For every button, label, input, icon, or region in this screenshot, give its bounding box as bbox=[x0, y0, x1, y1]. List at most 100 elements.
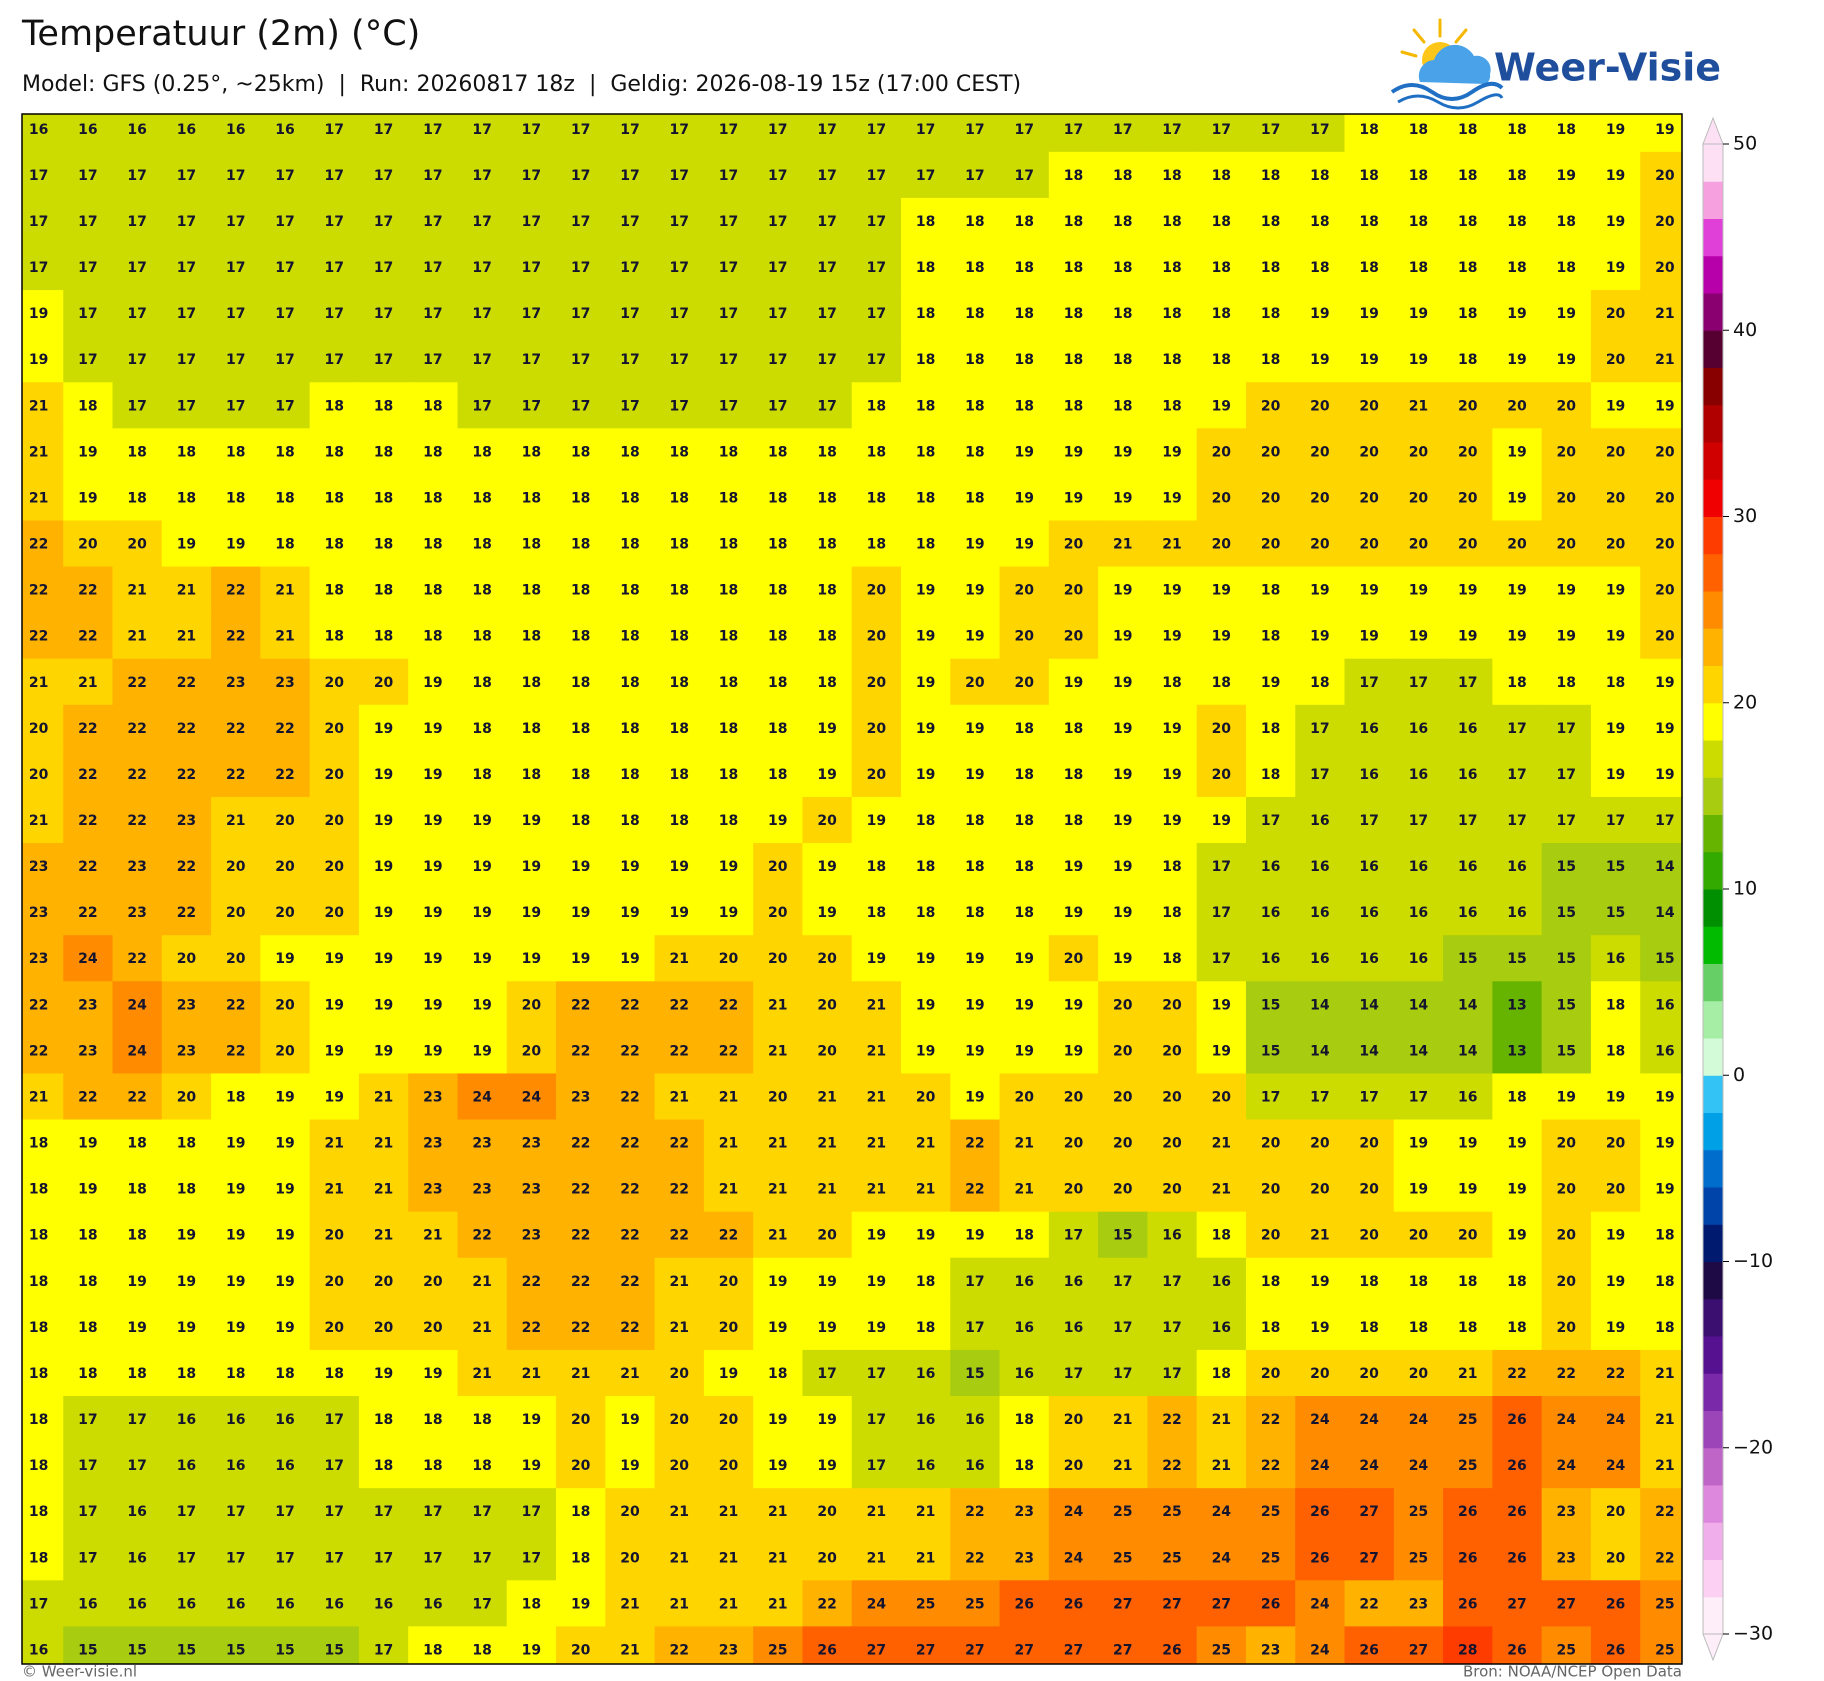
temperature-cell bbox=[112, 1488, 163, 1535]
temperature-cell bbox=[950, 1211, 1001, 1259]
temperature-cell bbox=[309, 981, 360, 1028]
temperature-value: 17 bbox=[423, 168, 442, 184]
temperature-value: 18 bbox=[275, 1366, 294, 1382]
temperature-cell bbox=[1245, 290, 1296, 337]
temperature-value: 18 bbox=[374, 537, 393, 553]
temperature-cell bbox=[802, 566, 853, 614]
temperature-cell bbox=[999, 566, 1050, 614]
temperature-value: 18 bbox=[620, 444, 639, 460]
temperature-value: 26 bbox=[1507, 1412, 1526, 1428]
temperature-cell bbox=[309, 1165, 360, 1213]
temperature-cell bbox=[1393, 612, 1444, 660]
colorbar-band bbox=[1703, 702, 1723, 741]
temperature-cell bbox=[556, 566, 606, 614]
temperature-cell bbox=[22, 935, 64, 982]
temperature-cell bbox=[605, 889, 656, 936]
temperature-cell bbox=[1590, 520, 1641, 568]
temperature-cell bbox=[605, 197, 656, 245]
temperature-value: 21 bbox=[1162, 537, 1181, 553]
temperature-value: 20 bbox=[1458, 398, 1478, 414]
temperature-value: 18 bbox=[275, 490, 294, 506]
temperature-value: 20 bbox=[817, 951, 837, 967]
temperature-cell bbox=[63, 935, 114, 982]
temperature-cell bbox=[1393, 1165, 1444, 1213]
temperature-value: 19 bbox=[1507, 1136, 1526, 1152]
temperature-cell bbox=[753, 981, 804, 1028]
temperature-value: 22 bbox=[78, 583, 97, 599]
temperature-value: 25 bbox=[1113, 1504, 1132, 1520]
colorbar-band bbox=[1703, 1336, 1723, 1374]
temperature-value: 16 bbox=[1409, 859, 1428, 875]
temperature-value: 18 bbox=[1212, 1228, 1231, 1244]
temperature-cell bbox=[1541, 843, 1592, 890]
temperature-value: 17 bbox=[1557, 767, 1576, 783]
temperature-value: 20 bbox=[1310, 537, 1330, 553]
temperature-value: 24 bbox=[1064, 1504, 1084, 1520]
temperature-value: 19 bbox=[275, 1320, 294, 1336]
temperature-cell bbox=[802, 197, 853, 245]
temperature-value: 21 bbox=[177, 583, 196, 599]
temperature-value: 16 bbox=[177, 1458, 196, 1474]
temperature-cell bbox=[556, 658, 606, 706]
temperature-value: 18 bbox=[522, 444, 541, 460]
temperature-value: 20 bbox=[1064, 1182, 1084, 1198]
temperature-value: 17 bbox=[719, 214, 738, 230]
temperature-value: 15 bbox=[1557, 905, 1576, 921]
colorbar-band bbox=[1703, 1187, 1723, 1225]
temperature-value: 20 bbox=[1507, 398, 1527, 414]
temperature-value: 21 bbox=[1212, 1458, 1231, 1474]
temperature-cell bbox=[506, 1257, 557, 1305]
temperature-value: 19 bbox=[817, 721, 836, 737]
temperature-cell bbox=[161, 114, 212, 153]
temperature-value: 22 bbox=[719, 1043, 738, 1059]
temperature-value: 21 bbox=[768, 997, 787, 1013]
temperature-cell bbox=[1295, 1349, 1346, 1397]
temperature-cell bbox=[1245, 382, 1296, 429]
temperature-value: 17 bbox=[1162, 1274, 1181, 1290]
temperature-cell bbox=[999, 1580, 1050, 1627]
temperature-cell bbox=[1541, 1488, 1592, 1535]
temperature-value: 21 bbox=[325, 1136, 344, 1152]
temperature-cell bbox=[63, 1534, 114, 1581]
temperature-value: 21 bbox=[472, 1366, 491, 1382]
temperature-cell bbox=[211, 428, 261, 475]
temperature-value: 19 bbox=[78, 1136, 97, 1152]
temperature-value: 27 bbox=[1359, 1550, 1378, 1566]
temperature-value: 19 bbox=[1310, 352, 1329, 368]
temperature-cell bbox=[1541, 244, 1592, 291]
temperature-value: 22 bbox=[817, 1596, 836, 1612]
colorbar-band bbox=[1703, 1522, 1723, 1560]
temperature-value: 15 bbox=[1606, 859, 1625, 875]
temperature-cell bbox=[1048, 474, 1099, 522]
temperature-value: 19 bbox=[1014, 997, 1033, 1013]
temperature-value: 17 bbox=[1507, 813, 1526, 829]
temperature-cell bbox=[1492, 1349, 1543, 1397]
temperature-value: 20 bbox=[1261, 537, 1281, 553]
temperature-value: 17 bbox=[571, 306, 590, 322]
temperature-cell bbox=[605, 336, 656, 383]
temperature-value: 18 bbox=[1014, 1412, 1033, 1428]
temperature-cell bbox=[703, 843, 754, 890]
temperature-cell bbox=[999, 843, 1050, 890]
temperature-cell bbox=[1541, 935, 1592, 982]
temperature-cell bbox=[260, 750, 311, 798]
temperature-cell bbox=[802, 796, 853, 844]
temperature-cell bbox=[112, 290, 163, 337]
temperature-cell bbox=[753, 1396, 804, 1443]
temperature-cell bbox=[22, 566, 64, 614]
temperature-value: 22 bbox=[669, 1228, 688, 1244]
temperature-value: 17 bbox=[127, 1412, 146, 1428]
temperature-cell bbox=[506, 1349, 557, 1397]
temperature-cell bbox=[22, 612, 64, 660]
temperature-cell bbox=[851, 382, 902, 429]
temperature-value: 21 bbox=[522, 1366, 541, 1382]
temperature-cell bbox=[161, 658, 212, 706]
temperature-value: 18 bbox=[1064, 306, 1083, 322]
temperature-value: 18 bbox=[1212, 168, 1231, 184]
colorbar-band bbox=[1703, 665, 1723, 704]
temperature-value: 22 bbox=[226, 1043, 245, 1059]
temperature-value: 18 bbox=[1261, 306, 1280, 322]
temperature-value: 20 bbox=[325, 1228, 345, 1244]
temperature-value: 17 bbox=[965, 1274, 984, 1290]
temperature-value: 18 bbox=[916, 398, 935, 414]
